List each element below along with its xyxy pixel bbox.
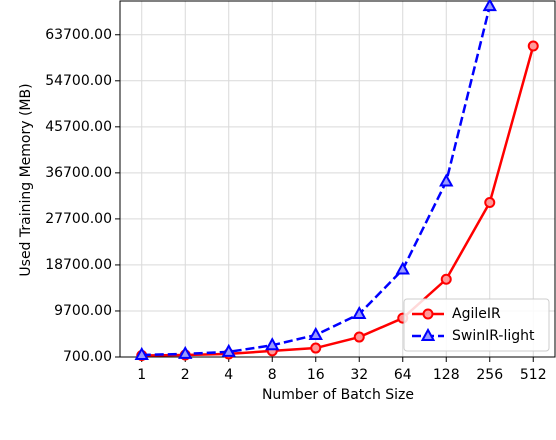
x-tick-label: 4 bbox=[224, 367, 233, 383]
data-line bbox=[141, 45, 535, 357]
data-point bbox=[308, 326, 323, 341]
legend-label: AgileIR bbox=[452, 306, 501, 322]
data-point bbox=[440, 273, 452, 285]
x-axis-label: Number of Batch Size bbox=[262, 387, 414, 403]
x-tick-label: 64 bbox=[394, 367, 412, 383]
data-point bbox=[352, 305, 367, 320]
data-point bbox=[395, 261, 410, 275]
data-point bbox=[134, 346, 149, 360]
x-tick-label: 256 bbox=[476, 367, 503, 383]
data-point bbox=[439, 173, 454, 187]
data-point bbox=[265, 337, 280, 351]
x-tick-label: 1 bbox=[137, 367, 146, 383]
plot-area bbox=[120, 1, 555, 358]
data-point bbox=[484, 197, 496, 209]
plot-frame bbox=[119, 0, 556, 358]
data-point bbox=[527, 40, 539, 52]
legend-box bbox=[403, 298, 550, 352]
data-point bbox=[178, 345, 193, 359]
x-tick-label: 8 bbox=[268, 367, 277, 383]
legend-label: SwinIR-light bbox=[452, 328, 535, 344]
y-tick-label: 9700.00 bbox=[54, 303, 112, 319]
y-tick-label: 27700.00 bbox=[45, 211, 112, 227]
x-tick-label: 16 bbox=[307, 367, 325, 383]
y-tick-label: 18700.00 bbox=[45, 257, 112, 273]
data-point bbox=[482, 0, 497, 12]
data-point bbox=[221, 343, 236, 357]
y-tick-label: 54700.00 bbox=[45, 73, 112, 89]
legend-marker bbox=[420, 327, 436, 341]
data-point bbox=[353, 331, 365, 343]
legend: AgileIR SwinIR-light bbox=[403, 298, 550, 352]
x-tick-label: 32 bbox=[350, 367, 368, 383]
x-tick-label: 128 bbox=[433, 367, 460, 383]
x-tick-label: 2 bbox=[181, 367, 190, 383]
y-tick-label: 36700.00 bbox=[45, 165, 112, 181]
y-tick-label: 63700.00 bbox=[45, 27, 112, 43]
data-point bbox=[310, 342, 322, 354]
y-tick-label: 45700.00 bbox=[45, 119, 112, 135]
x-tick-label: 512 bbox=[520, 367, 547, 383]
legend-marker bbox=[422, 308, 434, 320]
y-axis-label: Used Training Memory (MB) bbox=[18, 83, 34, 276]
y-tick-label: 700.00 bbox=[63, 349, 112, 365]
